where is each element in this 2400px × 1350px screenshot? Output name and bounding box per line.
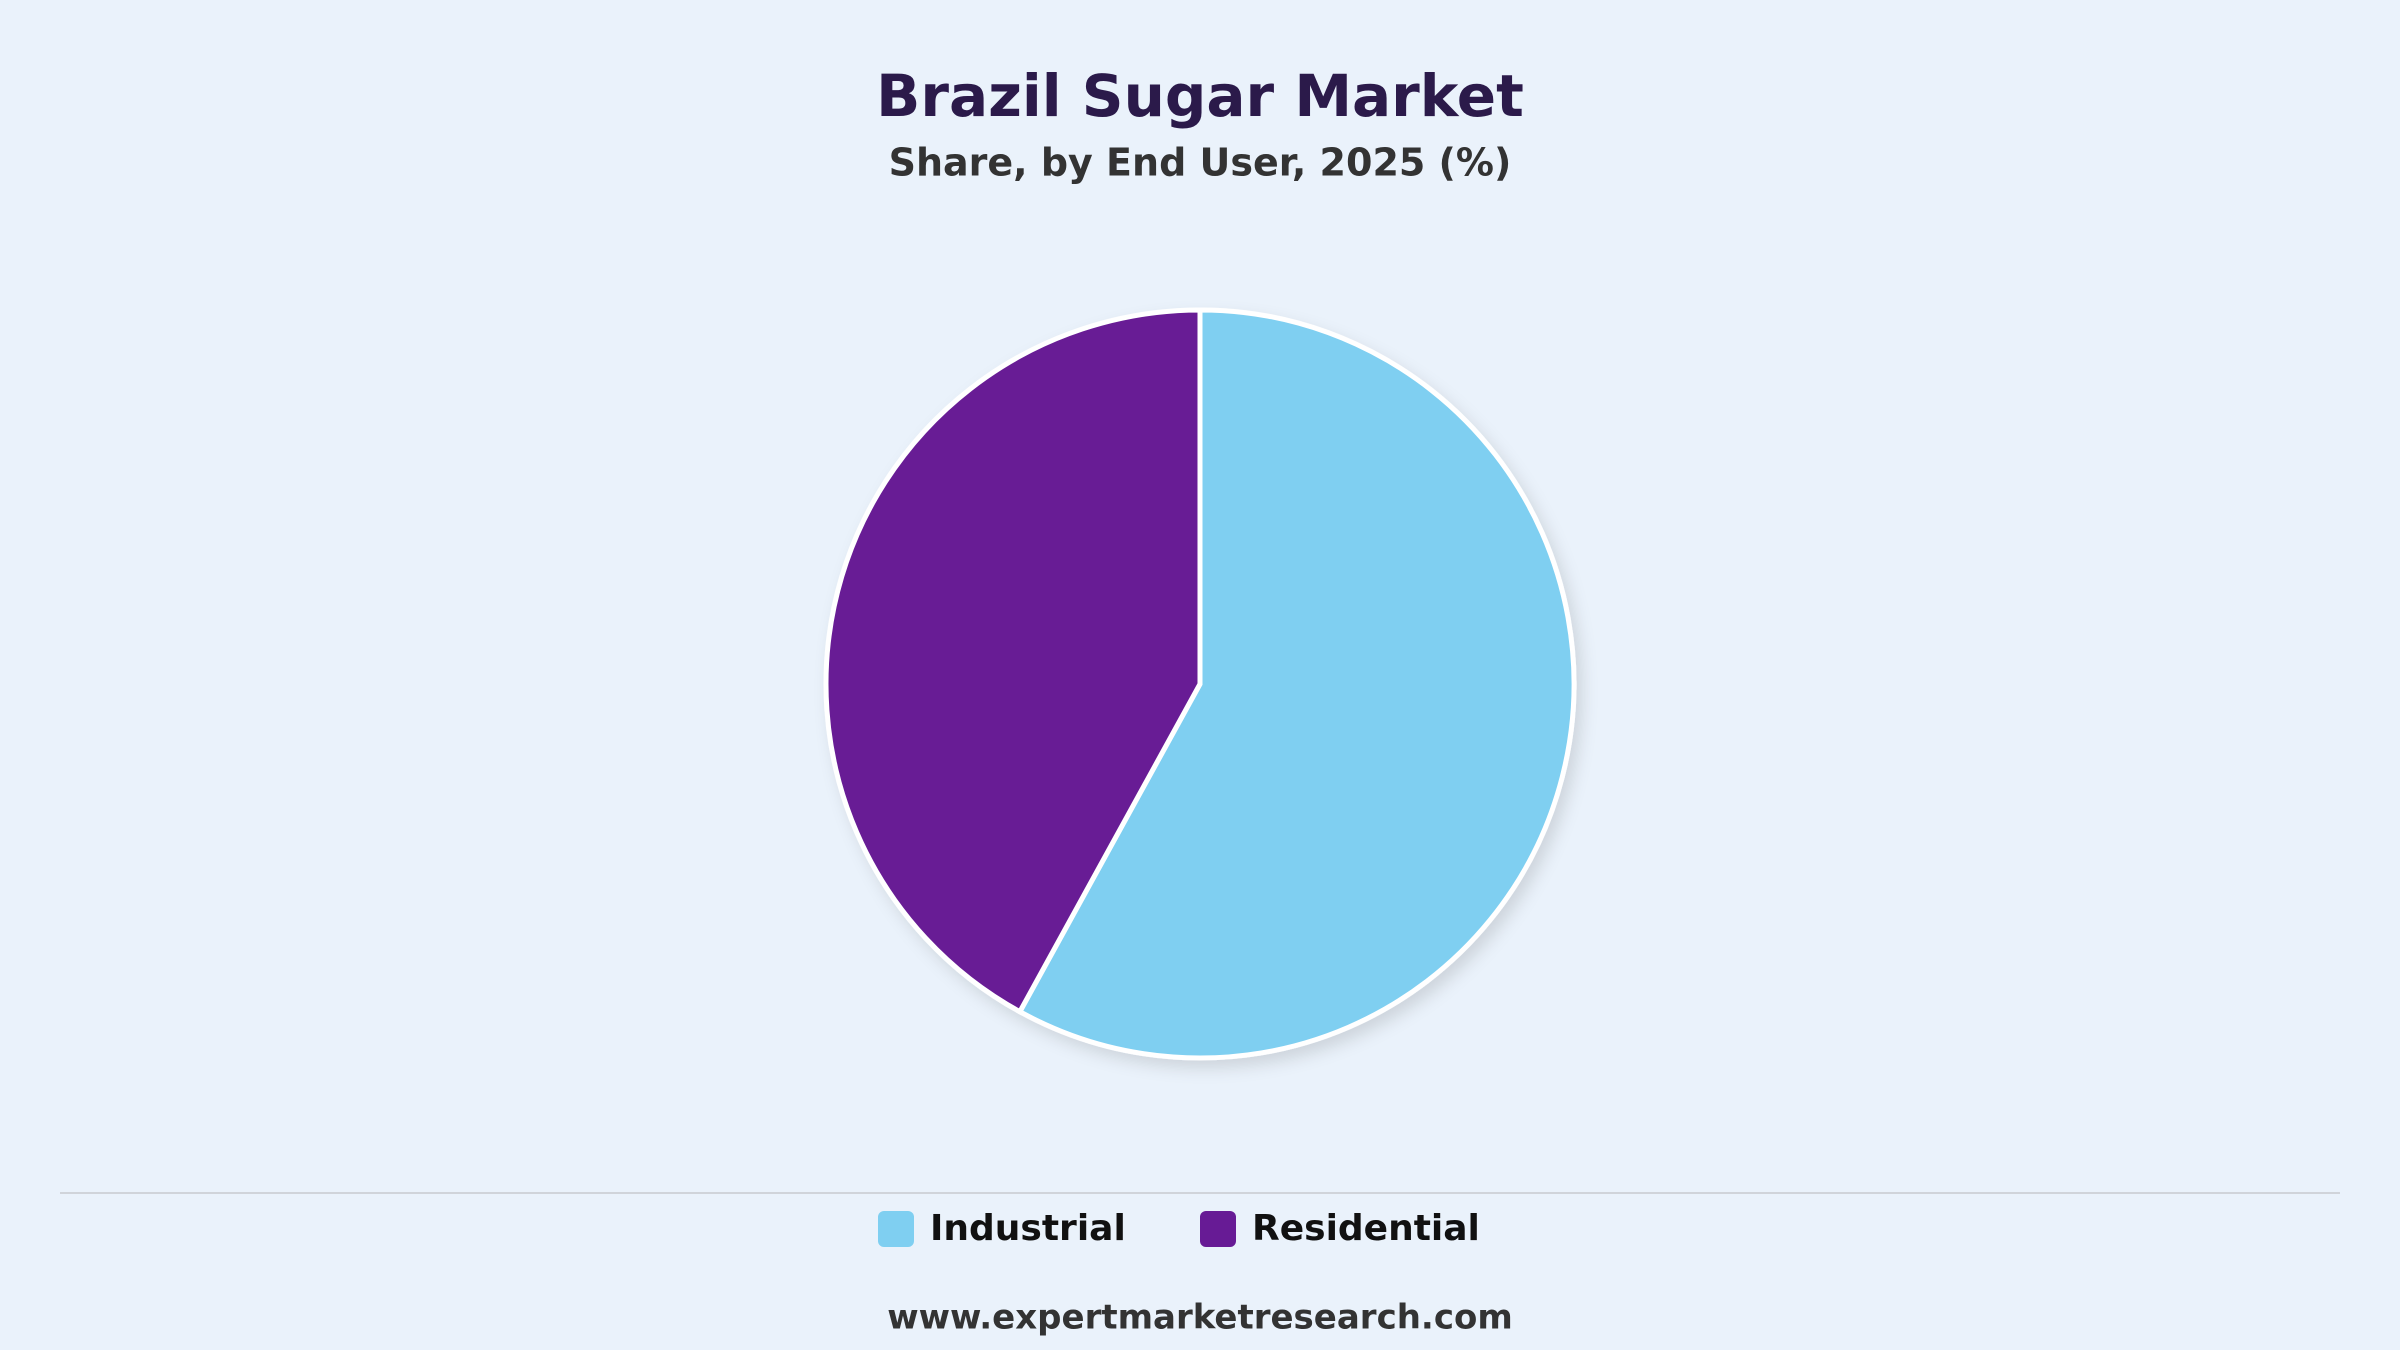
legend-label: Residential xyxy=(1252,1208,1480,1249)
pie xyxy=(823,307,1577,1061)
pie-slice xyxy=(1016,307,1577,1061)
pie-slice xyxy=(823,307,1203,1016)
legend-swatch xyxy=(1200,1211,1236,1247)
footer: www.expertmarketresearch.com xyxy=(887,1298,1513,1338)
chart-subtitle: Share, by End User, 2025 (%) xyxy=(889,141,1512,185)
legend-label: Industrial xyxy=(930,1208,1126,1249)
legend: Industrial Residential xyxy=(878,1208,1480,1249)
chart-title: Brazil Sugar Market xyxy=(876,62,1524,130)
legend-swatch xyxy=(878,1211,914,1247)
